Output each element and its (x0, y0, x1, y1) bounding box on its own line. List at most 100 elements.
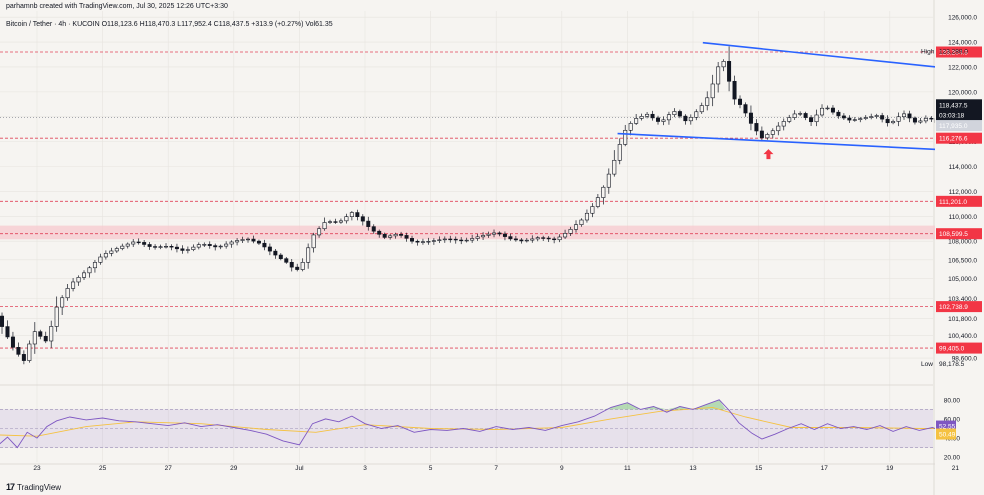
candle-body (158, 246, 163, 248)
candle-body (688, 116, 693, 122)
candle-body (672, 111, 677, 115)
candle-body (213, 245, 218, 248)
candle-body (54, 306, 59, 327)
time-tick-label: 29 (230, 465, 238, 472)
candle-body (907, 113, 912, 119)
candle-body (634, 118, 639, 124)
price-axis[interactable]: 126,000.0 124,000.0 122,000.0 120,000.0 118,… (921, 0, 984, 495)
candle-body (349, 212, 354, 217)
level-tag[interactable]: 102,738.9 (936, 301, 982, 313)
credit-line: parhamnb created with TradingView.com, J… (6, 3, 228, 10)
price-tick-label: 101,800.0 (948, 316, 977, 323)
candle-body (486, 233, 491, 236)
candle-body (317, 228, 322, 236)
candle-body (278, 254, 283, 259)
low-label: Low (921, 361, 933, 368)
rsi-tick-label: 60.00 (944, 416, 961, 423)
channel-upper-line[interactable] (702, 41, 984, 106)
candle-body (431, 240, 436, 242)
time-tick-label: 15 (755, 465, 763, 472)
candle-body (306, 247, 311, 263)
candle-body (360, 216, 365, 222)
level-tag-text: 108,599.5 (939, 231, 968, 238)
rsi-tick-label: 80.00 (944, 397, 961, 404)
level-tag[interactable]: 99,405.0 (936, 342, 982, 354)
current-price-tag[interactable]: 118,437.5 03:03:18 (936, 99, 982, 122)
high-label: High (921, 48, 935, 55)
candle-body (16, 347, 21, 355)
candle-body (207, 244, 212, 246)
prev-close-tag[interactable]: 117,935.0 (936, 120, 982, 132)
candle-body (918, 120, 923, 123)
candle-body (0, 315, 5, 327)
candle-body (519, 239, 524, 242)
candle-body (464, 239, 469, 242)
price-tick-label: 108,000.0 (948, 239, 977, 246)
candle-body (568, 229, 573, 234)
candle-body (677, 111, 682, 117)
candle-body (765, 134, 770, 139)
candle-body (656, 117, 661, 122)
symbol-line: Bitcoin / Tether · 4h · KUCOIN O118,123.… (6, 21, 333, 28)
candle-body (666, 114, 671, 121)
candle-body (65, 288, 70, 299)
candle-body (382, 234, 387, 238)
candle-body (131, 241, 136, 245)
rsi-ma-value-tag-text: 50.49 (939, 432, 956, 439)
candle-body (847, 117, 852, 121)
candle-body (442, 238, 447, 241)
candle-body (114, 248, 119, 252)
candle-body (202, 244, 207, 246)
price-tick-label: 122,000.0 (948, 64, 977, 71)
candle-body (606, 173, 611, 188)
candle-body (453, 238, 458, 241)
candle-body (727, 61, 732, 82)
candle-body (923, 118, 928, 122)
level-tag-text: 99,405.0 (939, 346, 965, 353)
time-tick-label: 25 (99, 465, 107, 472)
candle-body (792, 113, 797, 118)
candle-body (71, 281, 76, 289)
candle-body (699, 105, 704, 113)
candle-body (240, 239, 245, 241)
level-tag[interactable]: 111,201.0 (936, 195, 982, 207)
candle-body (885, 118, 890, 124)
candle-body (410, 238, 415, 242)
candle-body (809, 117, 814, 123)
candle-body (869, 116, 874, 118)
rsi-pane (0, 399, 984, 449)
level-tag-bg (936, 301, 982, 313)
candle-body (300, 262, 305, 270)
candle-body (710, 83, 715, 99)
tradingview-logo[interactable]: 17 TradingView (6, 482, 61, 492)
price-tick-label: 124,000.0 (948, 40, 977, 47)
high-value: 123,288.0 (939, 48, 968, 55)
rsi-value-tag[interactable]: 52.55 (936, 420, 956, 432)
candle-body (38, 331, 43, 337)
candle-body (814, 114, 819, 123)
candle-body (218, 245, 223, 248)
candle-body (267, 246, 272, 252)
current-price-bg (936, 99, 982, 122)
candle-body (120, 245, 125, 249)
level-tag[interactable]: 123,204.9 (936, 46, 982, 58)
candle-body (322, 222, 327, 230)
candle-body (497, 232, 502, 235)
level-tag[interactable]: 108,599.5 (936, 228, 982, 240)
rsi-value-tag-text: 52.55 (939, 424, 956, 431)
candle-body (541, 237, 546, 239)
demand-zone-rect (0, 225, 984, 240)
candle-body (841, 115, 846, 119)
candle-body (21, 354, 26, 361)
time-tick-label: 27 (165, 465, 173, 472)
time-axis[interactable]: 23252729Jul357911131517192123252729Aug57… (33, 465, 984, 472)
level-tag-text: 102,738.9 (939, 304, 968, 311)
rsi-ma-value-tag[interactable]: 50.49 (936, 428, 956, 440)
candle-body (103, 253, 108, 258)
level-tag[interactable]: 116,276.6 (936, 132, 982, 144)
candle-body (721, 61, 726, 68)
candle-body (617, 144, 622, 161)
candle-body (87, 267, 92, 274)
candle-body (76, 277, 81, 283)
